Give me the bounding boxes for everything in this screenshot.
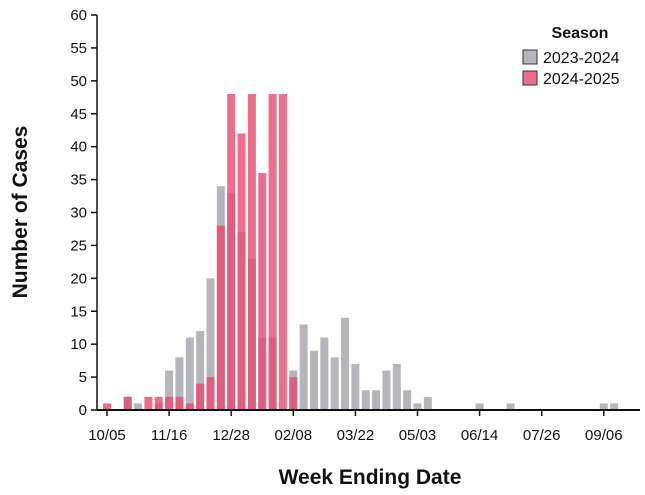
y-tick-label: 35 [70,172,87,189]
bar [247,94,256,410]
bar [372,390,381,410]
x-tick-label: 05/03 [399,427,437,444]
bar [185,337,194,410]
y-tick-label: 60 [70,7,87,24]
bar [310,350,318,410]
x-tick-label: 06/14 [461,427,499,444]
x-tick-label: 12/28 [212,427,250,444]
y-tick-label: 30 [70,205,87,222]
x-tick-label: 09/06 [585,427,623,444]
legend-title: Season [552,25,609,42]
bar [165,396,174,410]
bar [299,324,308,410]
bar [134,403,143,410]
bar [413,403,422,410]
bar [144,396,153,410]
bar [196,331,205,410]
bar [361,390,370,410]
bar [216,225,225,410]
bar [154,396,163,410]
y-tick-label: 0 [79,402,87,419]
y-tick-label: 45 [70,106,87,123]
y-axis-label: Number of Cases [9,126,32,299]
bar [175,396,184,410]
bar [175,357,184,410]
x-axis-label: Week Ending Date [279,466,462,489]
legend-label: 2024-2025 [543,71,620,88]
bar [320,337,329,410]
y-tick-label: 5 [79,369,87,386]
bar [103,403,111,410]
bar [278,94,287,410]
y-tick-label: 20 [70,270,87,287]
bar [506,403,515,410]
bar [610,403,619,410]
bar [196,383,205,410]
bar [403,390,412,410]
bar [268,94,277,410]
y-tick-label: 40 [70,139,87,156]
bar [227,94,236,410]
x-tick-label: 07/26 [523,427,561,444]
y-tick-label: 10 [70,336,87,353]
bar [289,377,298,410]
bar [475,403,484,410]
x-tick-label: 11/16 [151,427,187,444]
bar [382,370,391,410]
legend-swatch [522,70,538,86]
bar [123,396,132,410]
x-tick-label: 10/05 [88,427,126,444]
bar [237,133,246,410]
legend-swatch [522,49,538,65]
legend-label: 2023-2024 [543,50,620,67]
y-tick-label: 55 [70,40,87,57]
bar [599,403,608,410]
bar [351,363,360,410]
bar [165,370,174,410]
y-tick-label: 25 [70,237,87,254]
bar [423,396,432,410]
bar [206,377,215,410]
y-tick-label: 50 [70,73,87,90]
bar [392,363,401,410]
bar [185,403,194,410]
bar [206,278,215,410]
bar [330,357,339,410]
bar [341,317,350,410]
bar [258,173,267,410]
y-tick-label: 15 [70,303,87,320]
x-tick-label: 03/22 [337,427,375,444]
x-tick-label: 02/08 [275,427,313,444]
